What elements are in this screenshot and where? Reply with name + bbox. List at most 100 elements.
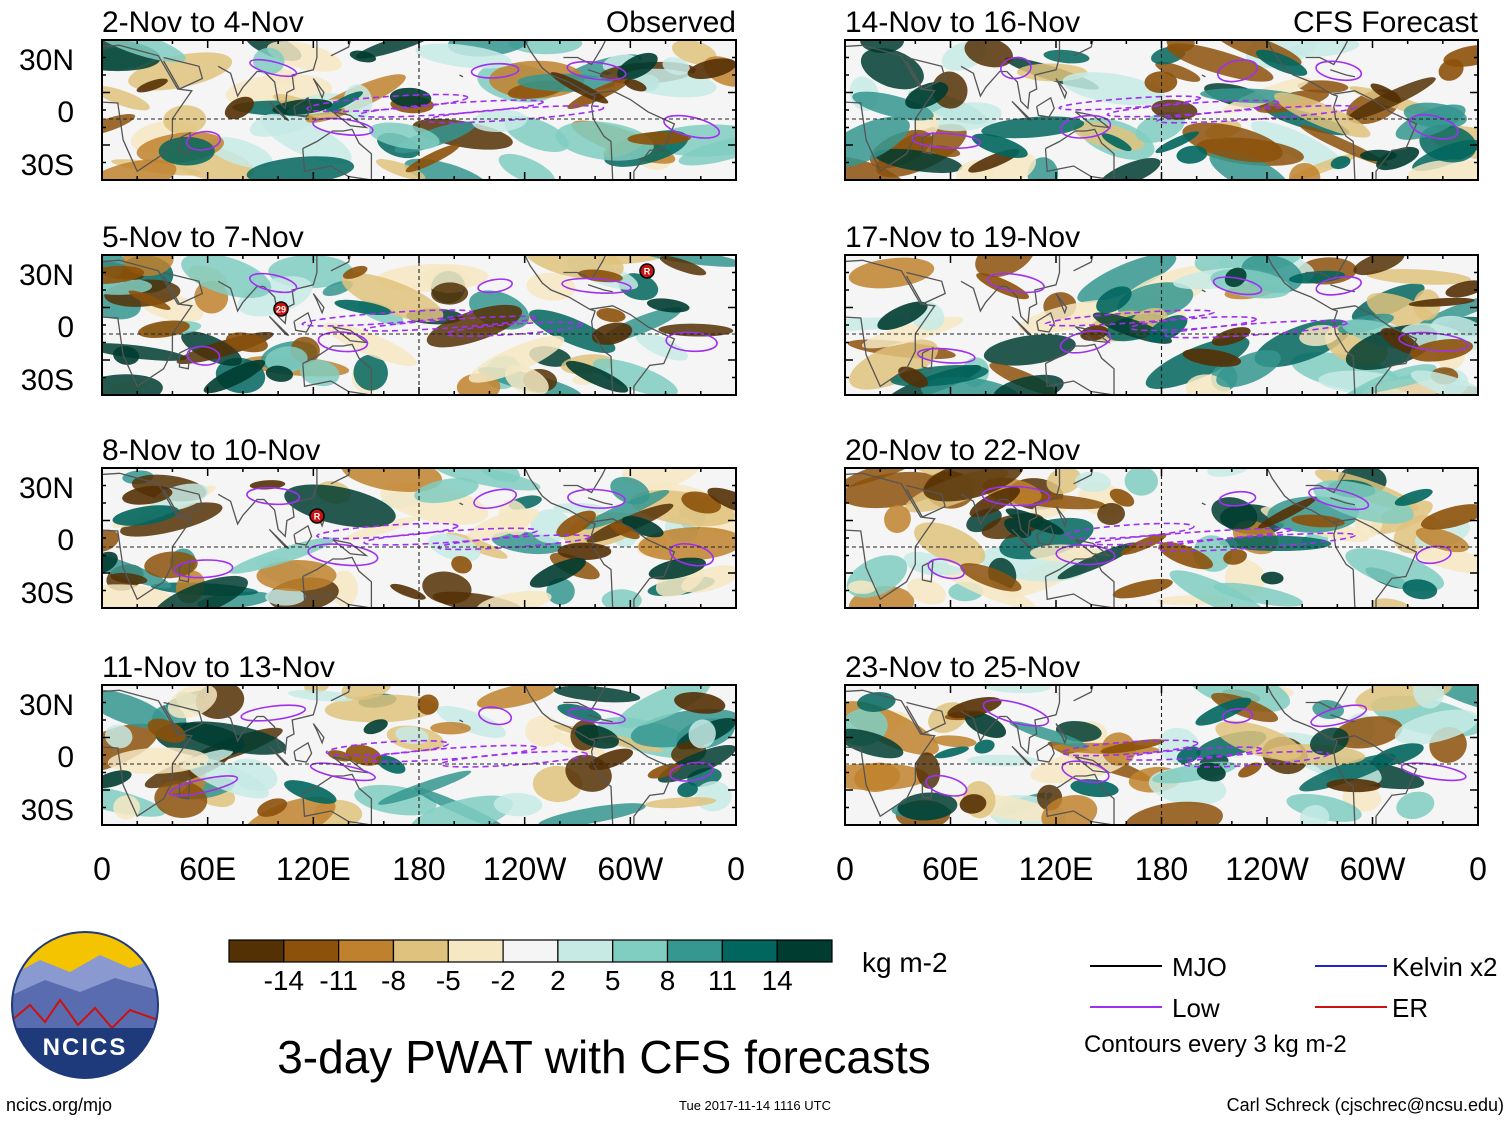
anomaly-core (974, 739, 995, 754)
low-contour-dashed (1183, 750, 1330, 768)
colorbar-swatch (283, 939, 340, 963)
anomaly-core (898, 366, 928, 388)
coastline (1055, 506, 1068, 528)
anomaly-blob (1166, 43, 1274, 82)
coastline (1074, 539, 1112, 557)
colorbar-tick-label: 14 (762, 965, 793, 996)
anomaly-core (342, 265, 368, 279)
coastline (1201, 502, 1206, 506)
low-contours-negative (1058, 95, 1357, 124)
coastline (1044, 343, 1115, 395)
anomaly-core (1372, 743, 1424, 767)
coastline (263, 685, 318, 755)
anomaly-core (226, 332, 268, 353)
anomaly-blob (1009, 721, 1089, 749)
coastline (293, 524, 313, 546)
anomaly-blob (1313, 480, 1414, 524)
anomaly-blob (504, 365, 549, 395)
lon-label: 60E (922, 851, 979, 887)
low-contour-solid (1212, 276, 1263, 296)
colorbar-swatch (776, 939, 833, 963)
anomaly-blob (1216, 350, 1281, 388)
anomaly-core (575, 724, 619, 749)
colorbar-swatch (557, 939, 614, 963)
coastline (1330, 69, 1356, 78)
anomaly-blob (1274, 92, 1371, 138)
anomaly-blob (1099, 158, 1161, 180)
anomaly-core (334, 299, 392, 316)
lon-label: 0 (836, 851, 854, 887)
coastline (293, 741, 313, 763)
anomaly-blob (467, 508, 540, 541)
anomaly-core (1257, 497, 1317, 529)
anomaly-core (624, 79, 647, 92)
anomaly-core (349, 50, 377, 63)
coastline (587, 497, 613, 506)
anomaly-blob (964, 40, 1013, 68)
lon-label: 120W (483, 851, 567, 887)
coastline (905, 271, 946, 305)
lat-label: 30N (19, 689, 74, 722)
anomaly-blob (981, 116, 1085, 139)
low-contour-dashed (1093, 527, 1293, 546)
low-contour-solid (1061, 760, 1110, 784)
coastline (1266, 40, 1356, 180)
anomaly-blob (261, 113, 352, 165)
lat-label: 30N (19, 44, 74, 77)
anomaly-core (674, 692, 726, 714)
coastline (905, 701, 946, 735)
anomaly-core (647, 763, 681, 779)
coastline (524, 468, 614, 608)
low-contour-dashed (301, 309, 474, 327)
anomaly-blob (1309, 727, 1349, 756)
coastline (1044, 556, 1115, 608)
coastline (312, 78, 325, 100)
anomaly-blob (395, 726, 429, 745)
lon-label: 60E (179, 851, 236, 887)
anomaly-core (1158, 542, 1213, 570)
low-contour-solid (470, 62, 520, 79)
low-contour-solid (1310, 704, 1368, 728)
anomaly-blob (256, 559, 337, 592)
anomaly-blob (672, 40, 717, 65)
anomaly-blob (431, 282, 469, 305)
anomaly-core (687, 58, 736, 80)
coastline (1073, 255, 1094, 272)
anomaly-blob (852, 91, 934, 121)
panel-corner-label: Observed (606, 6, 736, 39)
anomaly-blob (617, 685, 711, 728)
storm-marker: R (639, 263, 655, 279)
low-contour-solid (1218, 490, 1257, 507)
coastline (163, 484, 204, 518)
colorbar-unit: kg m-2 (862, 947, 948, 978)
panel-date-label: 8-Nov to 10-Nov (102, 434, 320, 467)
anomaly-blob (163, 105, 207, 135)
coastline (268, 100, 290, 122)
anomaly-blob (662, 57, 690, 76)
anomaly-core (1182, 348, 1242, 367)
anomaly-blob (633, 255, 736, 267)
coastline (1330, 714, 1356, 723)
anomaly-blob (153, 575, 248, 608)
lat-label: 30N (19, 472, 74, 505)
anomaly-blob (845, 156, 907, 180)
coastline (845, 259, 936, 388)
coastline (163, 56, 204, 90)
anomaly-core (1120, 533, 1167, 555)
anomaly-core (224, 96, 254, 120)
colorbar-tick-label: -14 (264, 965, 304, 996)
anomaly-core (1370, 83, 1402, 103)
panel-date-label: 23-Nov to 25-Nov (845, 651, 1080, 684)
coastline (332, 539, 369, 557)
anomaly-blob (1211, 497, 1258, 530)
coastline (1266, 685, 1356, 825)
anomaly-blob (678, 135, 736, 166)
coastline (1201, 289, 1206, 293)
low-contour-dashed (1156, 104, 1357, 124)
anomaly-core (1261, 571, 1284, 585)
low-contour-solid (1400, 762, 1467, 782)
colorbar-swatch (612, 939, 669, 963)
lon-label: 120E (1019, 851, 1094, 887)
panel-corner-label: CFS Forecast (1293, 6, 1479, 39)
coastline (459, 502, 464, 506)
